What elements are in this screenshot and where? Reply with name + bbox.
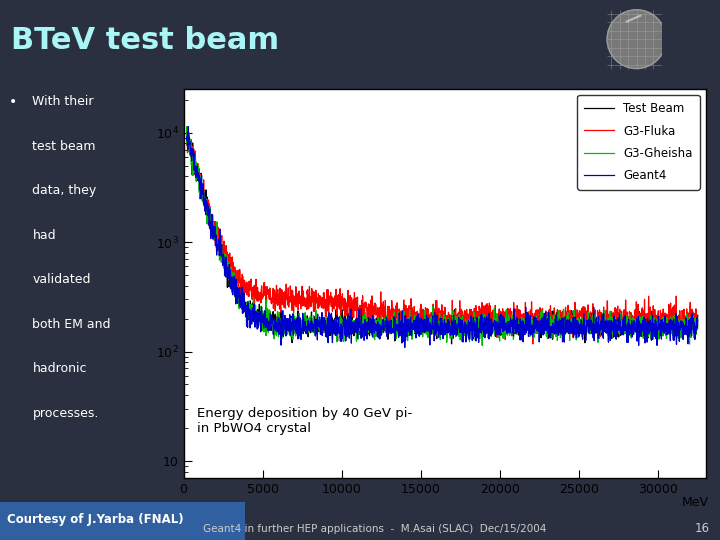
Test Beam <box>585 322 594 329</box>
G3-Fluka <box>693 322 702 329</box>
G3-Gheisha <box>209 227 217 233</box>
G3-Fluka <box>431 321 439 327</box>
G3-Gheisha <box>679 323 688 329</box>
G3-Fluka <box>678 316 687 322</box>
G3-Gheisha <box>182 139 191 146</box>
G3-Gheisha <box>478 342 487 349</box>
Text: test beam: test beam <box>32 140 96 153</box>
Text: processes.: processes. <box>32 407 99 420</box>
Geant4 <box>184 123 193 130</box>
Text: Courtesy of J.Yarba (FNAL): Courtesy of J.Yarba (FNAL) <box>7 512 184 526</box>
Text: hadronic: hadronic <box>32 362 87 375</box>
Test Beam <box>431 320 439 327</box>
Test Beam <box>447 341 456 347</box>
Text: MeV: MeV <box>683 496 709 509</box>
Text: With their: With their <box>32 95 94 108</box>
G3-Gheisha <box>183 123 192 130</box>
Line: G3-Fluka: G3-Fluka <box>186 129 698 344</box>
Text: •: • <box>9 95 17 109</box>
Geant4 <box>679 329 688 336</box>
Geant4 <box>209 236 217 242</box>
Test Beam <box>418 318 426 325</box>
Test Beam <box>209 230 217 236</box>
Geant4 <box>693 317 702 323</box>
Text: validated: validated <box>32 273 91 286</box>
Test Beam <box>679 320 688 326</box>
Text: 16: 16 <box>694 522 709 535</box>
G3-Gheisha <box>693 326 702 332</box>
G3-Gheisha <box>431 328 440 334</box>
Text: data, they: data, they <box>32 184 96 197</box>
Text: BTeV test beam: BTeV test beam <box>11 26 279 55</box>
G3-Gheisha <box>679 320 688 327</box>
Circle shape <box>607 10 666 69</box>
Geant4 <box>400 344 409 350</box>
Legend: Test Beam, G3-Fluka, G3-Gheisha, Geant4: Test Beam, G3-Fluka, G3-Gheisha, Geant4 <box>577 95 700 190</box>
Line: Geant4: Geant4 <box>186 126 698 347</box>
G3-Fluka <box>182 125 191 132</box>
Test Beam <box>182 124 191 131</box>
G3-Fluka <box>679 320 688 327</box>
G3-Gheisha <box>418 319 426 326</box>
Geant4 <box>431 322 440 328</box>
Line: G3-Gheisha: G3-Gheisha <box>186 126 698 346</box>
FancyBboxPatch shape <box>0 502 245 540</box>
Text: Energy deposition by 40 GeV pi-
in PbWO4 crystal: Energy deposition by 40 GeV pi- in PbWO4… <box>197 407 412 435</box>
Geant4 <box>679 336 688 343</box>
Geant4 <box>418 320 426 326</box>
G3-Fluka <box>528 341 537 347</box>
Line: Test Beam: Test Beam <box>186 127 698 344</box>
Text: had: had <box>32 229 56 242</box>
G3-Fluka <box>209 218 217 225</box>
G3-Gheisha <box>585 314 594 320</box>
Test Beam <box>678 314 687 320</box>
Text: both EM and: both EM and <box>32 318 111 331</box>
G3-Fluka <box>418 319 426 325</box>
Test Beam <box>693 312 702 319</box>
Geant4 <box>182 136 191 142</box>
G3-Fluka <box>585 314 594 320</box>
Text: Geant4 in further HEP applications  -  M.Asai (SLAC)  Dec/15/2004: Geant4 in further HEP applications - M.A… <box>203 524 546 534</box>
Geant4 <box>585 313 594 320</box>
